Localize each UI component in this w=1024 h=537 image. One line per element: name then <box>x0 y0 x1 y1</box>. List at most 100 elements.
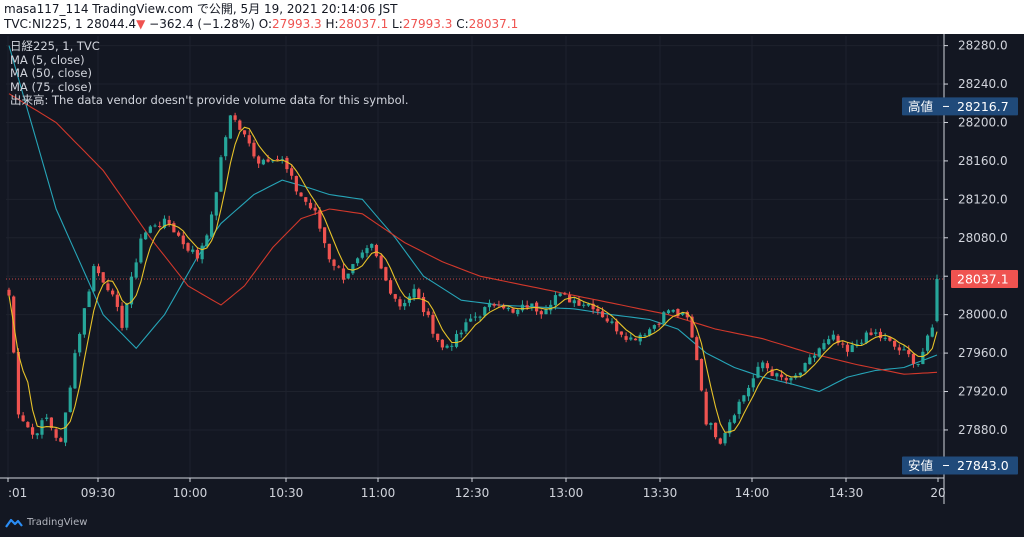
candle-90 <box>431 314 435 334</box>
candle-105 <box>502 305 506 309</box>
candle-181 <box>860 342 864 344</box>
candle-26 <box>129 276 134 305</box>
time-tick-label-2: 10:00 <box>173 486 208 500</box>
candle-197 <box>935 279 939 322</box>
candle-63 <box>304 197 308 202</box>
candle-96 <box>459 332 463 335</box>
candle-80 <box>384 267 388 281</box>
last-price-badge-bg <box>951 270 1018 289</box>
candle-144 <box>685 311 689 318</box>
legend-ma50[interactable]: MA (50, close) <box>10 66 92 80</box>
candle-101 <box>483 307 487 316</box>
close-label: C: <box>456 17 469 31</box>
candle-84 <box>403 302 407 307</box>
candle-34 <box>167 219 171 224</box>
price-tick-label-7: 28000.0 <box>958 308 1008 322</box>
candle-128 <box>610 321 614 323</box>
time-tick-label-0: :01 <box>8 486 27 500</box>
candle-20 <box>101 272 105 283</box>
candle-44 <box>214 192 218 216</box>
candle-18 <box>92 266 96 292</box>
candle-160 <box>761 362 765 369</box>
candle-64 <box>308 202 313 209</box>
legend-ma5[interactable]: MA (5, close) <box>10 52 85 67</box>
candle-93 <box>445 345 449 348</box>
ma50-path <box>8 45 938 393</box>
candle-6 <box>35 433 39 436</box>
candle-188 <box>893 340 897 347</box>
candle-92 <box>440 339 444 348</box>
candle-68 <box>327 243 331 260</box>
candle-51 <box>247 135 251 144</box>
candle-42 <box>205 235 209 246</box>
time-tick-label-10: 20 <box>930 486 945 500</box>
open-value: 27993.3 <box>272 17 322 31</box>
candle-127 <box>605 318 609 322</box>
candle-75 <box>360 252 364 258</box>
time-axis: :01 09:30 10:00 10:30 11:00 12:30 13:00 13:30 14… <box>0 477 946 500</box>
candle-157 <box>746 387 751 397</box>
ohlc-info: TVC:NI225, 1 28044.4▼ −362.4 (−1.28%) O:… <box>4 17 518 32</box>
candle-190 <box>902 349 906 351</box>
high-label: H: <box>325 17 339 31</box>
down-arrow-icon: ▼ <box>136 17 146 31</box>
ma5-line <box>8 126 938 433</box>
indicator-legend: 日経225, 1, TVC MA (5, close) MA (50, clos… <box>10 39 409 108</box>
candle-59 <box>285 157 289 170</box>
candle-192 <box>911 353 916 364</box>
candles <box>7 112 939 447</box>
candle-71 <box>341 268 346 280</box>
candle-95 <box>454 333 459 347</box>
brand-name: TradingView <box>27 517 88 528</box>
time-tick-label-3: 10:30 <box>269 486 304 500</box>
candle-159 <box>756 366 760 378</box>
candle-151 <box>718 438 722 444</box>
candle-107 <box>511 308 515 313</box>
candle-111 <box>530 303 534 307</box>
candle-54 <box>261 159 265 165</box>
price-tick-label-3: 28160.0 <box>958 154 1008 168</box>
candle-35 <box>172 223 176 233</box>
candle-62 <box>299 192 303 197</box>
candle-168 <box>798 372 802 376</box>
candle-43 <box>209 214 214 237</box>
candle-98 <box>469 318 473 322</box>
publish-info: masa117_114 TradingView.com で公開, 5月 19, … <box>4 2 398 16</box>
candle-4 <box>26 422 30 428</box>
candle-3 <box>21 415 25 422</box>
low-badge-value: 27843.0 <box>957 458 1009 473</box>
candle-11 <box>59 438 63 442</box>
candle-83 <box>398 299 402 307</box>
candle-100 <box>478 316 482 318</box>
brand[interactable]: TradingView <box>5 517 87 528</box>
candle-138 <box>657 323 661 325</box>
candle-180 <box>855 344 859 346</box>
candle-195 <box>925 335 930 351</box>
candle-45 <box>219 157 223 192</box>
ma75-line <box>8 93 938 375</box>
price-tick-label-1: 28240.0 <box>958 77 1008 91</box>
candle-135 <box>643 335 647 337</box>
candle-139 <box>662 312 666 324</box>
candle-66 <box>318 210 322 229</box>
high-badge: 高値 28216.7 <box>902 97 1018 116</box>
candle-22 <box>111 290 115 295</box>
candle-129 <box>615 321 619 332</box>
candle-125 <box>596 308 600 312</box>
candle-97 <box>464 322 468 332</box>
candle-170 <box>808 357 812 365</box>
legend-ma75[interactable]: MA (75, close) <box>10 79 92 94</box>
footer-bar <box>0 505 1024 537</box>
candle-37 <box>181 235 185 245</box>
time-tick-label-7: 13:30 <box>643 486 678 500</box>
candle-82 <box>393 294 397 299</box>
candle-41 <box>200 245 204 260</box>
time-tick-label-8: 14:00 <box>735 486 770 500</box>
candle-193 <box>916 363 920 365</box>
candle-116 <box>553 295 558 305</box>
candle-185 <box>878 331 883 339</box>
ma75-path <box>8 93 938 375</box>
price-chart[interactable]: 28280.0 28240.0 28200.0 28160.0 28120.0 28080… <box>0 0 1024 505</box>
candle-169 <box>803 363 807 372</box>
candle-81 <box>388 280 393 294</box>
